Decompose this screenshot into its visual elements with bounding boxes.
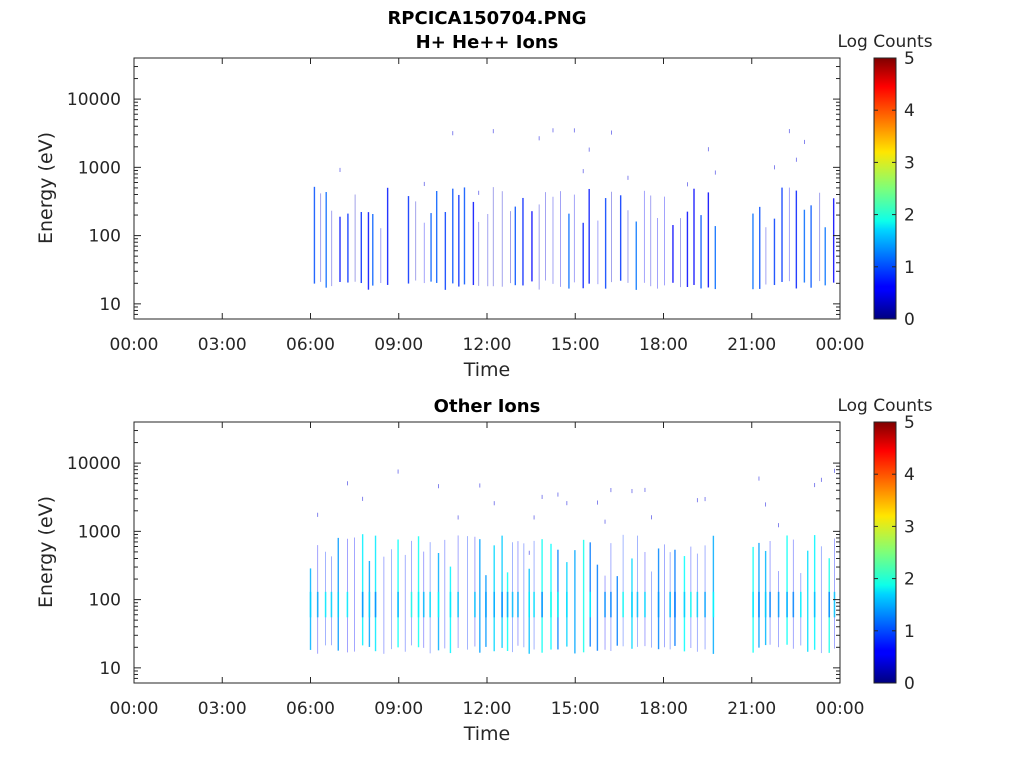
x-tick-label: 06:00	[286, 699, 335, 719]
plot-frame	[133, 57, 841, 320]
y-tick-label: 100	[89, 227, 121, 247]
panel-other-ions: Other Ions 00:00 03:00 06:00 09:00 12:00 15:0…	[35, 396, 933, 745]
colorbar	[873, 57, 897, 320]
colorbar-tick-label: 2	[904, 570, 915, 590]
x-tick-label: 00:00	[110, 335, 159, 355]
colorbar-tick-label: 3	[904, 517, 915, 537]
spectrogram-plot-area	[313, 128, 835, 290]
x-tick-label: 00:00	[816, 699, 865, 719]
panel-title: Other Ions	[434, 396, 541, 417]
colorbar-ticks: 0 1 2 3 4 5	[874, 49, 915, 330]
colorbar-tick-label: 1	[904, 622, 915, 642]
x-tick-label: 21:00	[727, 699, 776, 719]
panel-title: H+ He++ Ions	[416, 32, 559, 53]
colorbar-tick-label: 0	[904, 310, 915, 330]
x-tick-label: 12:00	[463, 699, 512, 719]
x-tick-label: 18:00	[639, 699, 688, 719]
colorbar-tick-label: 4	[904, 101, 915, 121]
y-axis-label: Energy (eV)	[35, 496, 57, 608]
y-tick-label: 10000	[67, 454, 121, 474]
y-tick-label: 10	[99, 295, 121, 315]
y-tick-label: 10000	[67, 90, 121, 110]
x-tick-label: 03:00	[198, 699, 247, 719]
x-tick-label: 06:00	[286, 335, 335, 355]
figure-title: RPCICA150704.PNG	[387, 8, 586, 29]
y-tick-label: 1000	[78, 522, 121, 542]
y-axis-ticks: 10 100 1000 10000	[67, 57, 840, 320]
x-tick-label: 15:00	[551, 335, 600, 355]
colorbar-tick-label: 4	[904, 465, 915, 485]
x-tick-label: 18:00	[639, 335, 688, 355]
colorbar-tick-label: 5	[904, 413, 915, 433]
y-tick-label: 1000	[78, 158, 121, 178]
colorbar-tick-label: 0	[904, 674, 915, 694]
x-tick-label: 03:00	[198, 335, 247, 355]
colorbar-ticks: 0 1 2 3 4 5	[874, 413, 915, 694]
y-axis-ticks: 10 100 1000 10000	[67, 421, 840, 684]
x-tick-label: 12:00	[463, 335, 512, 355]
colorbar	[873, 421, 897, 684]
colorbar-tick-label: 2	[904, 206, 915, 226]
y-axis-label: Energy (eV)	[35, 132, 57, 244]
x-axis-ticks: 00:00 03:00 06:00 09:00 12:00 15:00 18:00 21:00…	[110, 422, 865, 719]
x-axis-label: Time	[463, 723, 511, 745]
y-tick-label: 10	[99, 659, 121, 679]
x-tick-label: 15:00	[551, 699, 600, 719]
panel-h-he-ions: H+ He++ Ions 00:00 03:00 06:00 09:00 12:00 15…	[35, 32, 933, 381]
plot-frame	[133, 421, 841, 684]
x-tick-label: 09:00	[374, 335, 423, 355]
colorbar-tick-label: 5	[904, 49, 915, 69]
x-axis-label: Time	[463, 359, 511, 381]
colorbar-tick-label: 1	[904, 258, 915, 278]
x-axis-ticks: 00:00 03:00 06:00 09:00 12:00 15:00 18:00 21:00…	[110, 58, 865, 355]
y-tick-label: 100	[89, 591, 121, 611]
colorbar-label: Log Counts	[837, 32, 932, 52]
x-tick-label: 21:00	[727, 335, 776, 355]
x-tick-label: 09:00	[374, 699, 423, 719]
x-tick-label: 00:00	[110, 699, 159, 719]
colorbar-tick-label: 3	[904, 153, 915, 173]
spectrogram-plot-area	[309, 468, 836, 654]
colorbar-label: Log Counts	[837, 396, 932, 416]
x-tick-label: 00:00	[816, 335, 865, 355]
